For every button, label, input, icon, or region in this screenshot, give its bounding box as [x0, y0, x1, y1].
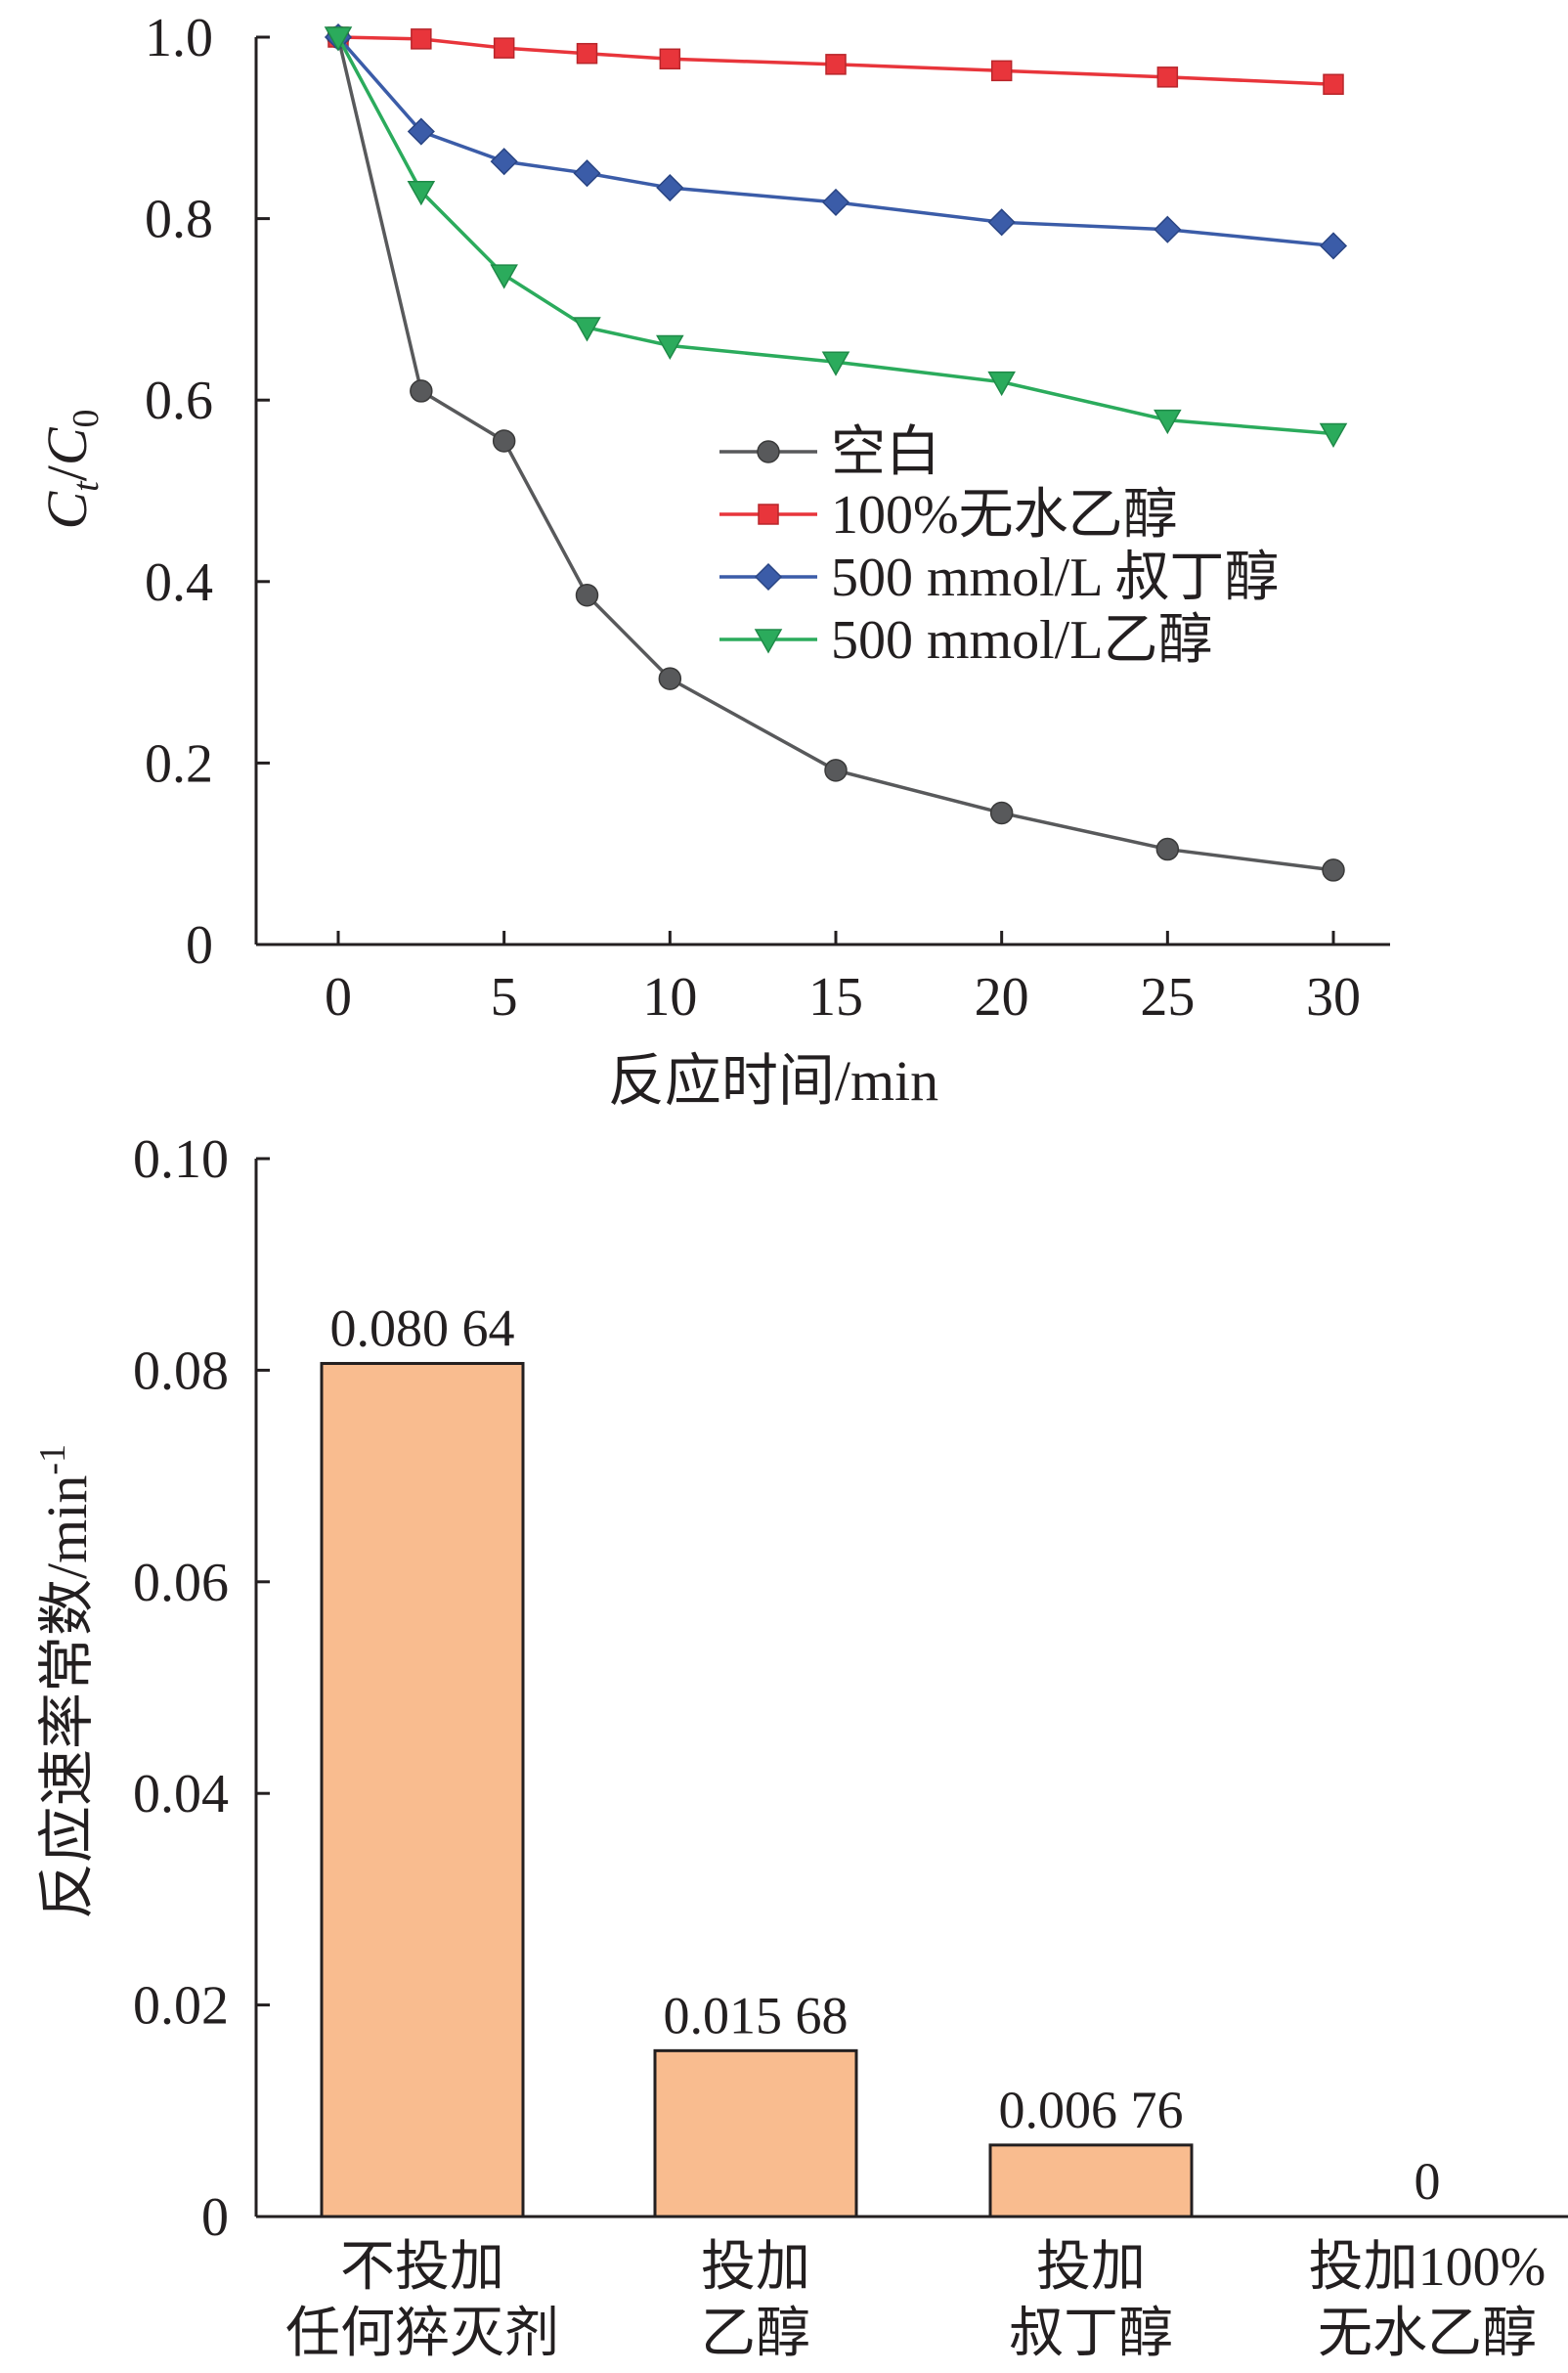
legend-label: 100%无水乙醇 [831, 485, 1178, 546]
y-tick-label: 1.0 [145, 8, 213, 68]
data-point [1154, 409, 1182, 435]
x-tick-label: 5 [491, 967, 518, 1028]
data-point [407, 117, 435, 146]
legend-item: 100%无水乙醇 [719, 485, 1178, 546]
data-point [493, 37, 515, 59]
bar-value-label: 0 [1415, 2152, 1441, 2211]
bar-y-tick-label: 0.08 [133, 1340, 229, 1401]
data-point [656, 334, 684, 361]
series-2 [327, 26, 1344, 96]
bar-category-label: 不投加 [340, 2237, 504, 2298]
y-axis-title-c0: C [35, 426, 99, 465]
y-axis-title-slash: / [35, 464, 99, 481]
y-axis-title-sub-t: t [65, 480, 107, 492]
bar-chart: 00.020.040.060.080.10 0.080 64不投加任何猝灭剂0.… [32, 1129, 1568, 2364]
data-point [410, 379, 433, 403]
data-point [1322, 858, 1345, 882]
x-tick-label: 10 [642, 967, 697, 1028]
data-point [576, 42, 598, 65]
data-point [1319, 422, 1348, 449]
legend-label: 500 mmol/L乙醇 [831, 610, 1212, 671]
x-axis-title: 反应时间/min [608, 1049, 938, 1113]
bar-y-tick-label: 0.04 [133, 1764, 229, 1824]
y-axis-title: Ct/C0 [35, 409, 107, 529]
bar-y-tick-label: 0.10 [133, 1129, 229, 1190]
line-chart-series [324, 22, 1348, 882]
y-tick-label: 0 [186, 915, 213, 976]
bar-category-label: 无水乙醇 [1318, 2304, 1537, 2364]
data-point [990, 60, 1013, 82]
legend-marker [758, 504, 779, 525]
data-point [490, 148, 518, 176]
bar [653, 2048, 858, 2219]
data-point [989, 801, 1014, 825]
bar-y-tick-label: 0.02 [133, 1976, 229, 2037]
data-point [1154, 215, 1182, 243]
data-point [656, 173, 684, 202]
data-point [1155, 837, 1180, 861]
bar-value-label: 0.080 64 [330, 1298, 515, 1357]
y-tick-label: 0.2 [145, 733, 213, 794]
data-point [659, 48, 681, 70]
line-chart-axes: 0 0.2 0.4 0.6 0.8 1.0 0 5 10 15 20 25 30 [145, 8, 1390, 1028]
line-chart: 00.20.40.60.81.00 5 10 15 20 25 30 空白100%无水乙醇5… [35, 8, 1390, 1113]
data-point [825, 54, 847, 75]
series-3 [324, 22, 1348, 260]
data-point [490, 264, 518, 289]
legend-item: 500 mmol/L乙醇 [719, 610, 1212, 671]
bar-y-axis-title-sup: -1 [32, 1444, 73, 1475]
x-tick-label: 30 [1306, 967, 1361, 1028]
bar-y-axis-title: 反应速率常数/min-1 [32, 1444, 99, 1919]
data-point [658, 667, 682, 690]
legend-label: 500 mmol/L 叔丁醇 [831, 548, 1279, 608]
data-point [411, 28, 432, 50]
data-point [824, 759, 848, 782]
bar-category-label: 投加 [701, 2237, 810, 2298]
data-point [1319, 232, 1348, 260]
y-tick-label: 0.8 [145, 190, 213, 250]
data-point [573, 317, 601, 342]
data-point [575, 583, 599, 607]
bar-category-label: 叔丁醇 [1009, 2304, 1173, 2364]
y-axis-title-c: C [35, 491, 99, 530]
x-tick-label: 0 [325, 967, 352, 1028]
y-tick-label: 0.6 [145, 371, 213, 431]
bar-category-label: 任何猝灭剂 [285, 2304, 559, 2364]
legend-marker [754, 629, 783, 654]
bar-category-label: 投加100% [1309, 2237, 1546, 2298]
bar [320, 1361, 525, 2219]
x-tick-label: 25 [1140, 967, 1195, 1028]
data-point [987, 208, 1016, 237]
data-point [573, 159, 601, 188]
data-point [821, 351, 850, 376]
data-point [324, 26, 353, 52]
bar-value-label: 0.015 68 [664, 1986, 849, 2044]
data-point [492, 429, 516, 453]
legend-label: 空白 [831, 422, 940, 483]
legend-marker [754, 562, 783, 592]
data-point [821, 188, 850, 216]
series-4 [324, 26, 1348, 449]
data-point [987, 371, 1016, 397]
bar-value-label: 0.006 76 [999, 2081, 1184, 2139]
y-axis-title-sub-0: 0 [65, 409, 107, 427]
x-tick-label: 20 [975, 967, 1029, 1028]
legend-item: 空白 [719, 422, 940, 483]
bar-category-label: 投加 [1036, 2237, 1146, 2298]
bar-y-tick-label: 0.06 [133, 1553, 229, 1613]
y-tick-label: 0.4 [145, 552, 213, 613]
legend-marker [757, 440, 780, 463]
bar-category-label: 乙醇 [701, 2304, 810, 2364]
legend-item: 500 mmol/L 叔丁醇 [719, 548, 1279, 608]
bar-y-tick-label: 0 [201, 2187, 229, 2248]
data-point [407, 181, 436, 206]
bar-y-axis-title-text: 反应速率常数/min [35, 1475, 99, 1919]
data-point [1323, 73, 1344, 96]
data-point [1156, 66, 1179, 88]
bar [988, 2143, 1194, 2219]
x-tick-label: 15 [808, 967, 863, 1028]
